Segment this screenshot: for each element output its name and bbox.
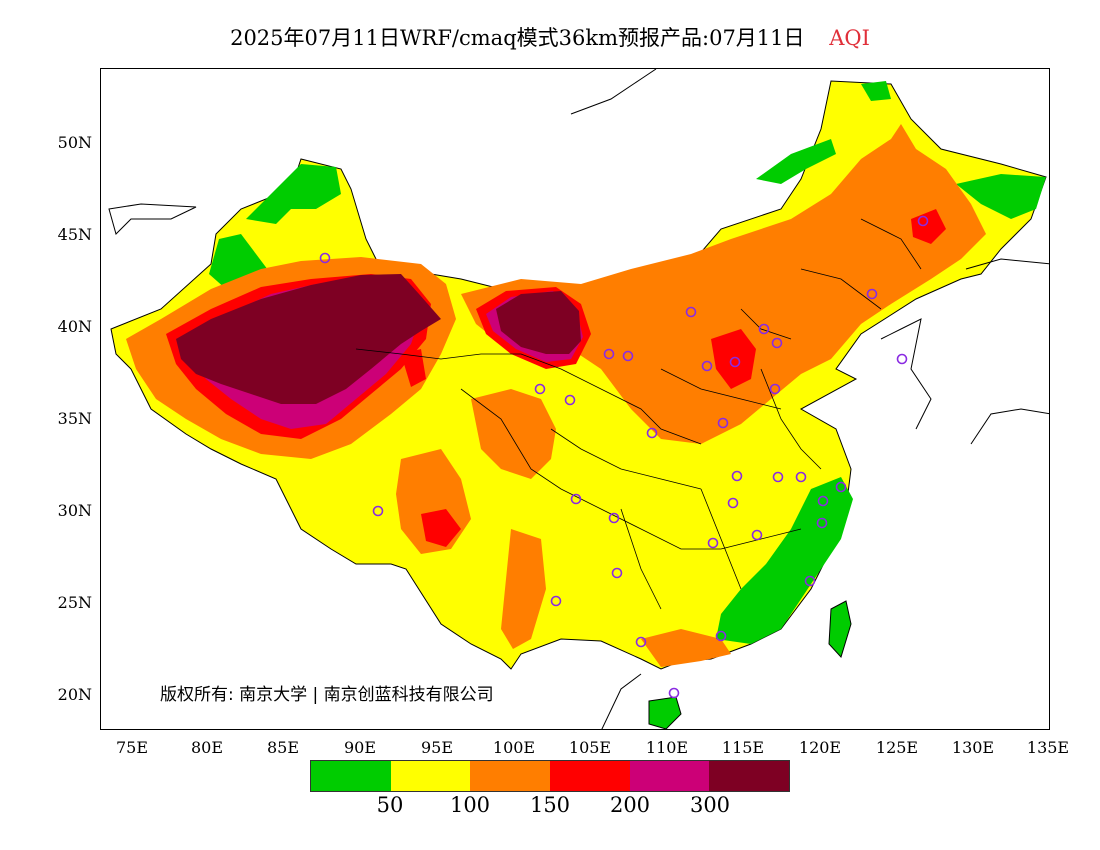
station-marker bbox=[646, 427, 658, 439]
station-marker bbox=[731, 470, 743, 482]
zone-orange-north bbox=[461, 124, 986, 444]
station-marker bbox=[685, 306, 697, 318]
hainan bbox=[648, 696, 682, 729]
x-tick-95e: 95E bbox=[420, 738, 454, 757]
y-tick-45n: 45N bbox=[57, 225, 92, 244]
station-marker bbox=[771, 337, 783, 349]
station-marker bbox=[635, 636, 647, 648]
legend-label-50: 50 bbox=[376, 793, 404, 817]
legend-swatch-red bbox=[550, 761, 630, 791]
x-tick-130e: 130E bbox=[951, 738, 995, 757]
station-marker bbox=[534, 383, 546, 395]
taiwan bbox=[828, 600, 852, 658]
zone-red-tibet bbox=[421, 509, 461, 547]
station-marker bbox=[729, 356, 741, 368]
station-marker bbox=[372, 505, 384, 517]
station-marker bbox=[701, 360, 713, 372]
title-main: 2025年07月11日WRF/cmaq模式36km预报产品:07月11日 bbox=[230, 26, 805, 50]
station-marker bbox=[717, 417, 729, 429]
x-tick-135e: 135E bbox=[1026, 738, 1070, 757]
y-tick-50n: 50N bbox=[57, 133, 92, 152]
zone-orange-south bbox=[641, 629, 731, 667]
station-marker bbox=[608, 512, 620, 524]
x-tick-90e: 90E bbox=[343, 738, 377, 757]
x-tick-110e: 110E bbox=[645, 738, 689, 757]
zone-red-northchina bbox=[711, 329, 756, 389]
station-marker bbox=[668, 687, 680, 699]
station-marker bbox=[866, 288, 878, 300]
title-variable: AQI bbox=[829, 26, 870, 50]
x-tick-85e: 85E bbox=[266, 738, 300, 757]
station-marker bbox=[769, 383, 781, 395]
y-tick-30n: 30N bbox=[57, 501, 92, 520]
zone-green-northwest bbox=[246, 164, 341, 224]
zone-maroon-alashan bbox=[496, 291, 581, 354]
station-marker bbox=[772, 471, 784, 483]
station-marker bbox=[570, 493, 582, 505]
station-marker bbox=[758, 323, 770, 335]
station-marker bbox=[817, 495, 829, 507]
legend-swatch-yellow bbox=[390, 761, 471, 791]
zone-orange-central bbox=[471, 389, 556, 479]
legend-label-200: 200 bbox=[609, 793, 651, 817]
y-tick-25n: 25N bbox=[57, 593, 92, 612]
zone-red-qinghai bbox=[401, 349, 426, 387]
x-tick-125e: 125E bbox=[875, 738, 919, 757]
zone-maroon-tarim bbox=[176, 274, 441, 404]
y-tick-20n: 20N bbox=[57, 685, 92, 704]
station-marker bbox=[611, 567, 623, 579]
zone-orange-yunnan bbox=[501, 529, 546, 649]
aqi-legend bbox=[310, 760, 790, 792]
zone-green-northeast-2 bbox=[956, 174, 1046, 219]
station-marker bbox=[715, 630, 727, 642]
legend-swatch-maroon bbox=[709, 761, 790, 791]
x-tick-120e: 120E bbox=[798, 738, 842, 757]
map-title: 2025年07月11日WRF/cmaq模式36km预报产品:07月11日 AQI bbox=[0, 22, 1100, 52]
legend-label-300: 300 bbox=[689, 793, 731, 817]
station-marker bbox=[550, 595, 562, 607]
station-marker bbox=[564, 394, 576, 406]
zone-green-southeast bbox=[716, 477, 853, 644]
monitoring-stations bbox=[319, 215, 929, 699]
legend-swatch-purple bbox=[629, 761, 710, 791]
map-frame bbox=[100, 68, 1050, 730]
x-tick-115e: 115E bbox=[721, 738, 765, 757]
zone-green-north bbox=[861, 81, 891, 101]
station-marker bbox=[804, 575, 816, 587]
station-marker bbox=[795, 471, 807, 483]
x-tick-75e: 75E bbox=[115, 738, 149, 757]
y-tick-35n: 35N bbox=[57, 409, 92, 428]
y-tick-40n: 40N bbox=[57, 317, 92, 336]
station-marker bbox=[917, 215, 929, 227]
station-marker bbox=[603, 348, 615, 360]
balkhash-lake bbox=[108, 203, 197, 235]
station-marker bbox=[835, 481, 847, 493]
legend-swatch-green bbox=[311, 761, 391, 791]
aqi-map bbox=[108, 69, 1049, 729]
province-boundaries bbox=[355, 218, 922, 610]
station-marker bbox=[896, 353, 908, 365]
legend-label-100: 100 bbox=[449, 793, 491, 817]
station-marker bbox=[816, 517, 828, 529]
neighbor-coastlines bbox=[570, 69, 1049, 729]
legend-swatch-orange bbox=[470, 761, 551, 791]
station-marker bbox=[707, 537, 719, 549]
station-marker bbox=[727, 497, 739, 509]
zone-green-northeast-1 bbox=[756, 139, 836, 184]
station-marker bbox=[622, 350, 634, 362]
x-tick-105e: 105E bbox=[568, 738, 612, 757]
copyright-text: 版权所有: 南京大学 | 南京创蓝科技有限公司 bbox=[160, 685, 494, 705]
legend-label-150: 150 bbox=[529, 793, 571, 817]
station-marker bbox=[319, 252, 331, 264]
station-marker bbox=[751, 529, 763, 541]
x-tick-80e: 80E bbox=[190, 738, 224, 757]
x-tick-100e: 100E bbox=[492, 738, 536, 757]
